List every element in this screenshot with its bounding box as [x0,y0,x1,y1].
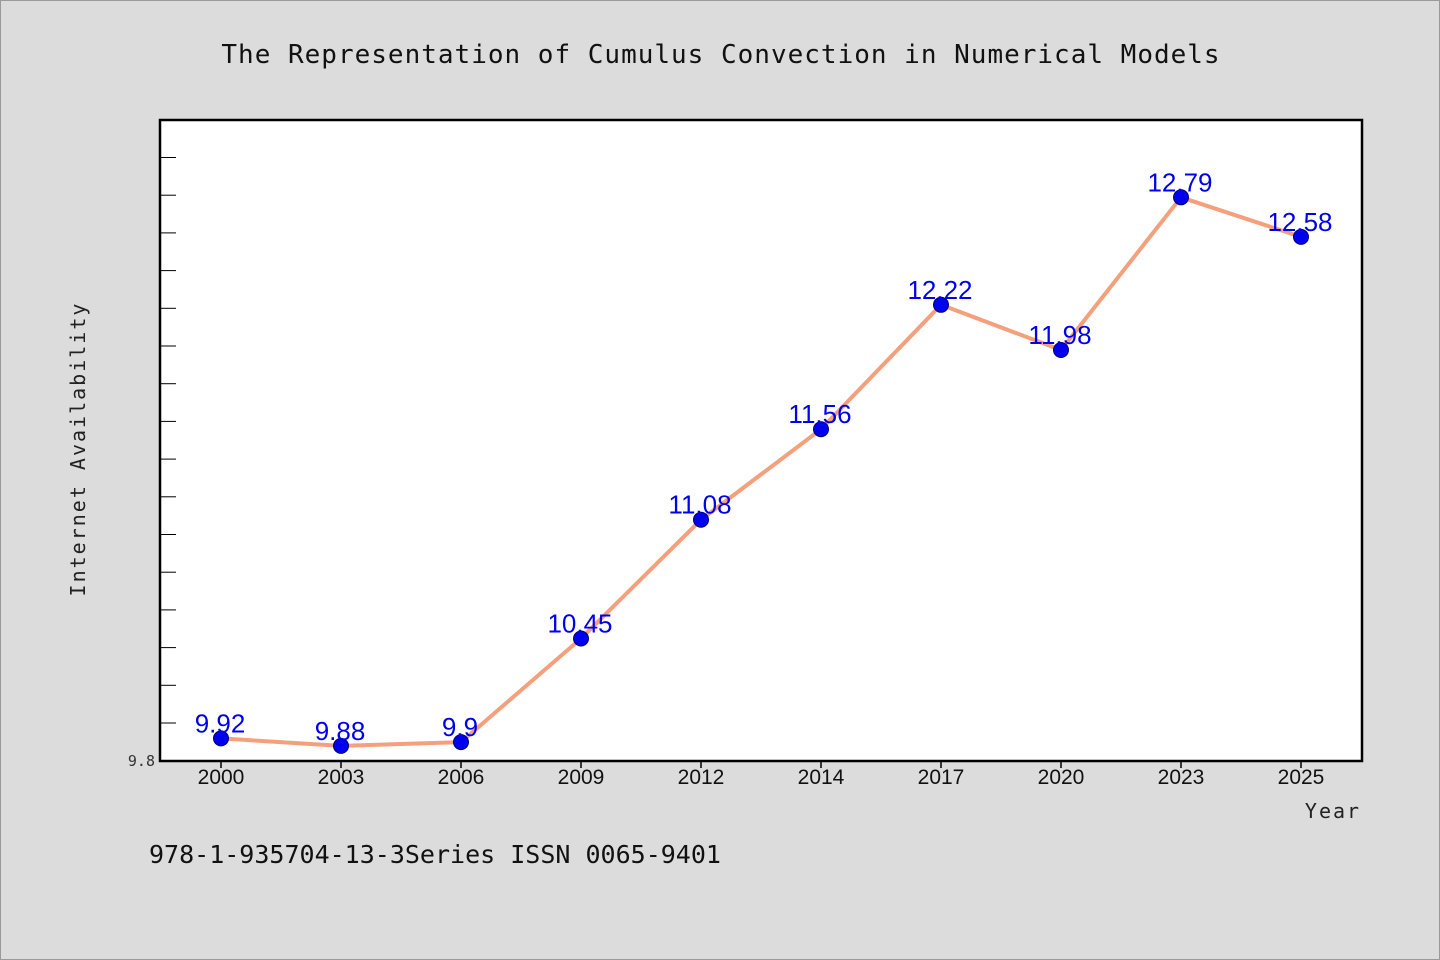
data-label: 12.79 [1147,167,1212,197]
x-tick-label: 2012 [678,766,725,789]
data-point-marker [1293,228,1309,245]
series-line [219,195,1303,748]
chart-title: The Representation of Cumulus Convection… [221,40,1220,70]
x-tick-label: 2020 [1038,766,1085,789]
x-axis-ticks: 2000 2003 2006 2009 2012 2014 2017 2020 2023 2025 [198,761,1325,789]
data-label: 11.98 [1028,320,1091,350]
x-tick-label: 2023 [1158,766,1205,789]
data-label: 9.88 [315,716,366,746]
series-layer [213,189,1309,754]
y-minor-ticks [160,157,176,724]
data-point-marker [453,734,469,751]
data-point-marker [693,511,709,528]
data-label: 11.56 [788,399,851,429]
x-tick-label: 2025 [1278,766,1325,789]
data-label: 12.58 [1267,207,1332,237]
data-point-marker [1053,342,1069,358]
y-axis-title: Internet Availability [66,302,90,597]
data-label: 9.92 [195,708,246,738]
data-point-marker [1173,189,1189,206]
y-axis-ticks: 9.8 [128,752,155,770]
data-labels-layer: 9.92 9.88 9.9 10.45 11.08 11.56 12.22 11.98 12.7… [195,167,1333,746]
x-tick-label: 2009 [558,766,605,789]
x-tick-label: 2006 [438,766,485,789]
y-tick-label: 9.8 [128,752,155,770]
x-tick-label: 2017 [918,766,965,789]
x-tick-label: 2000 [198,766,245,789]
data-label: 10.45 [547,609,612,639]
data-point-marker [213,730,229,747]
x-tick-label: 2014 [798,766,845,789]
footer-isbn-text: 978-1-935704-13-3Series ISSN 0065-9401 [149,840,721,869]
data-point-marker [933,296,949,313]
data-point-marker [333,737,349,754]
data-point-marker [813,421,829,438]
data-label: 9.9 [442,712,478,742]
data-label: 12.22 [907,275,972,305]
data-label: 11.08 [668,490,731,520]
x-axis-title: Year [1305,799,1361,823]
data-point-marker [573,630,589,647]
plot-area [158,118,1364,763]
x-tick-label: 2003 [318,766,365,789]
